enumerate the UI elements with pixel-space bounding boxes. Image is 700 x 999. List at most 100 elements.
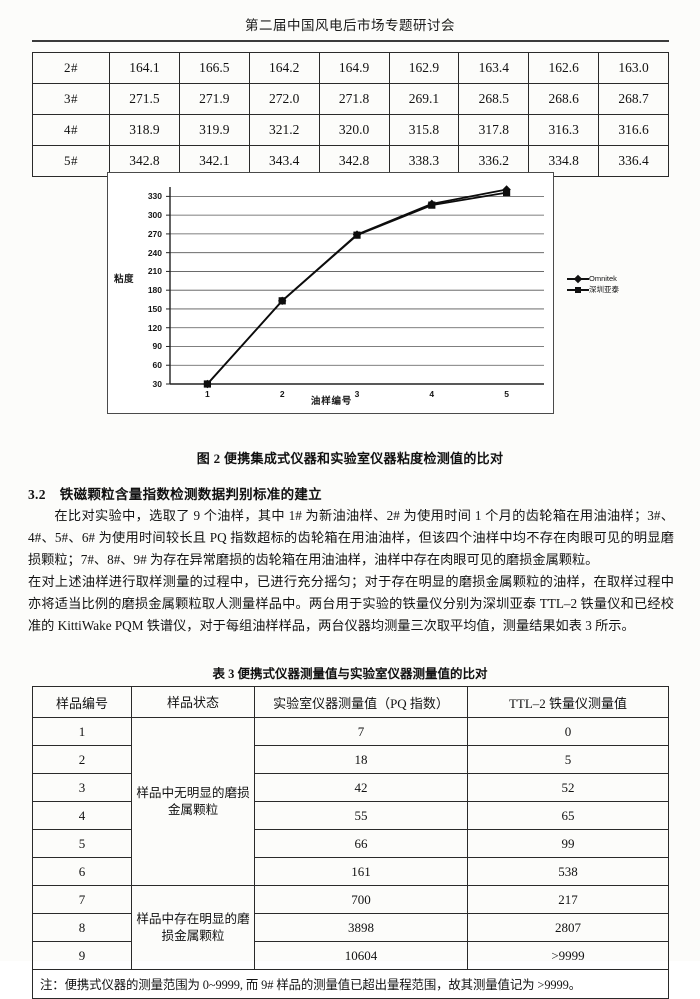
diamond-marker-icon	[567, 274, 589, 283]
table-cell: 163.0	[598, 52, 669, 84]
column-header: 样品状态	[131, 686, 255, 718]
table-cell: 164.2	[248, 52, 320, 84]
table-cell: 319.9	[178, 114, 250, 146]
running-header: 第二届中国风电后市场专题研讨会	[245, 18, 455, 33]
table-cell: 315.8	[388, 114, 460, 146]
table-cell: 336.4	[598, 145, 669, 177]
lab-value-cell: 55	[254, 801, 468, 830]
ttl-value-cell: 99	[467, 829, 669, 858]
sample-id-cell: 2	[32, 745, 132, 774]
ttl-value-cell: 217	[467, 885, 669, 914]
chart-legend: Omnitek 深圳亚泰	[567, 273, 619, 295]
lab-value-cell: 3898	[254, 913, 468, 942]
ttl-value-cell: 0	[467, 717, 669, 746]
chart-x-tick-label: 1	[205, 389, 210, 399]
row-label: 3#	[32, 83, 110, 115]
table-note: 注：便携式仪器的测量范围为 0~9999, 而 9# 样品的测量值已超出量程范围…	[32, 969, 669, 999]
table-cell: 317.8	[458, 114, 530, 146]
table-row: 8 3898 2807	[32, 913, 669, 942]
lab-value-cell: 42	[254, 773, 468, 802]
sample-id-cell: 5	[32, 829, 132, 858]
table-cell: 272.0	[248, 83, 320, 115]
table-cell: 342.8	[109, 145, 180, 177]
lab-value-cell: 18	[254, 745, 468, 774]
lab-value-cell: 10604	[254, 941, 468, 970]
sample-id-cell: 9	[32, 941, 132, 970]
paragraph-1: 在比对实验中，选取了 9 个油样，其中 1# 为新油油样、2# 为使用时间 1 …	[28, 508, 674, 567]
table-row: 2 18 5	[32, 745, 669, 774]
row-label: 4#	[32, 114, 110, 146]
lab-value-cell: 700	[254, 885, 468, 914]
ttl-value-cell: 5	[467, 745, 669, 774]
row-label: 5#	[32, 145, 110, 177]
table-cell: 320.0	[318, 114, 390, 146]
chart-y-tick-label: 120	[147, 322, 162, 333]
sample-id-cell: 7	[32, 885, 132, 914]
table-cell: 162.9	[388, 52, 460, 84]
square-marker-icon	[567, 285, 589, 294]
table-cell: 164.9	[318, 52, 390, 84]
chart-x-tick-label: 3	[354, 389, 360, 399]
viscosity-comparison-chart: 粘度 油样编号 Omnitek 深圳亚泰 30 60 90 120 150 180 210 2…	[107, 172, 619, 414]
ttl-value-cell: 65	[467, 801, 669, 830]
chart-y-tick-label: 150	[147, 303, 162, 314]
ttl-value-cell: 2807	[467, 913, 669, 942]
paragraph-2: 在对上述油样进行取样测量的过程中，已进行充分摇匀；对于存在明显的磨损金属颗粒的油…	[28, 574, 674, 633]
chart-y-tick-label: 30	[152, 379, 162, 389]
table-cell: 316.3	[528, 114, 600, 146]
column-header: TTL–2 铁量仪测量值	[467, 686, 669, 718]
table-row: 6 161 538	[32, 857, 669, 886]
chart-y-tick-label: 300	[147, 210, 162, 221]
chart-y-tick-label: 240	[147, 247, 162, 258]
table-cell: 271.9	[178, 83, 250, 115]
chart-x-tick-label: 2	[279, 389, 285, 399]
table-caption: 表 3 便携式仪器测量值与实验室仪器测量值的比对	[212, 667, 488, 681]
table-note-row: 注：便携式仪器的测量范围为 0~9999, 而 9# 样品的测量值已超出量程范围…	[32, 969, 669, 999]
table-row: 5 66 99	[32, 829, 669, 858]
table-cell: 268.7	[598, 83, 669, 115]
table-row: 5# 342.8 342.1 343.4 342.8 338.3 336.2 334.8 336…	[32, 145, 669, 177]
chart-y-tick-label: 60	[152, 360, 162, 371]
table-cell: 321.2	[248, 114, 320, 146]
table-row: 9 10604 >9999	[32, 941, 669, 970]
table-row: 7 样品中存在明显的磨损金属颗粒 700 217	[32, 885, 669, 970]
legend-label-0: Omnitek	[589, 274, 617, 283]
figure-caption: 图 2 便携集成式仪器和实验室仪器粘度检测值的比对	[196, 451, 504, 466]
table-cell: 269.1	[388, 83, 460, 115]
sample-state-cell: 样品中存在明显的磨损金属颗粒	[131, 885, 255, 970]
legend-item-series-0: Omnitek	[567, 273, 619, 284]
chart-y-tick-label: 270	[147, 228, 162, 239]
table-cell: 316.6	[598, 114, 669, 146]
sample-id-cell: 1	[32, 717, 132, 746]
table-cell: 164.1	[109, 52, 180, 84]
table-cell: 336.2	[458, 145, 530, 177]
sample-id-cell: 4	[32, 801, 132, 830]
section-number: 3.2	[28, 487, 46, 502]
chart-x-axis-label: 油样编号	[310, 396, 353, 407]
chart-y-tick-label: 210	[147, 266, 162, 277]
table-cell: 163.4	[458, 52, 530, 84]
chart-plot-svg	[166, 185, 544, 389]
table-cell: 166.5	[178, 52, 250, 84]
document-page: 第二届中国风电后市场专题研讨会 2# 164.1 166.5 164.2 164.9 16…	[28, 18, 674, 999]
chart-y-tick-label: 180	[147, 285, 162, 296]
table-cell: 162.6	[528, 52, 600, 84]
legend-label-1: 深圳亚泰	[589, 285, 619, 294]
table-header-row: 样品编号 样品状态 实验室仪器测量值（PQ 指数） TTL–2 铁量仪测量值	[32, 686, 669, 718]
ttl-value-cell: 52	[467, 773, 669, 802]
lab-value-cell: 66	[254, 829, 468, 858]
table-cell: 334.8	[528, 145, 600, 177]
sample-id-cell: 3	[32, 773, 132, 802]
column-header: 样品编号	[32, 686, 132, 718]
table-cell: 268.5	[458, 83, 530, 115]
chart-y-axis-label: 粘度	[114, 274, 135, 285]
iron-particle-measurement-table: 样品编号 样品状态 实验室仪器测量值（PQ 指数） TTL–2 铁量仪测量值 1 样品中无…	[32, 686, 669, 999]
chart-y-tick-label: 90	[152, 341, 162, 352]
table-row: 3# 271.5 271.9 272.0 271.8 269.1 268.5 268.6 268…	[32, 83, 669, 115]
sample-id-cell: 8	[32, 913, 132, 942]
column-header: 实验室仪器测量值（PQ 指数）	[254, 686, 468, 718]
table-row: 1 样品中无明显的磨损金属颗粒 7 0	[32, 717, 669, 886]
table-cell: 343.4	[248, 145, 320, 177]
lab-value-cell: 7	[254, 717, 468, 746]
lab-value-cell: 161	[254, 857, 468, 886]
